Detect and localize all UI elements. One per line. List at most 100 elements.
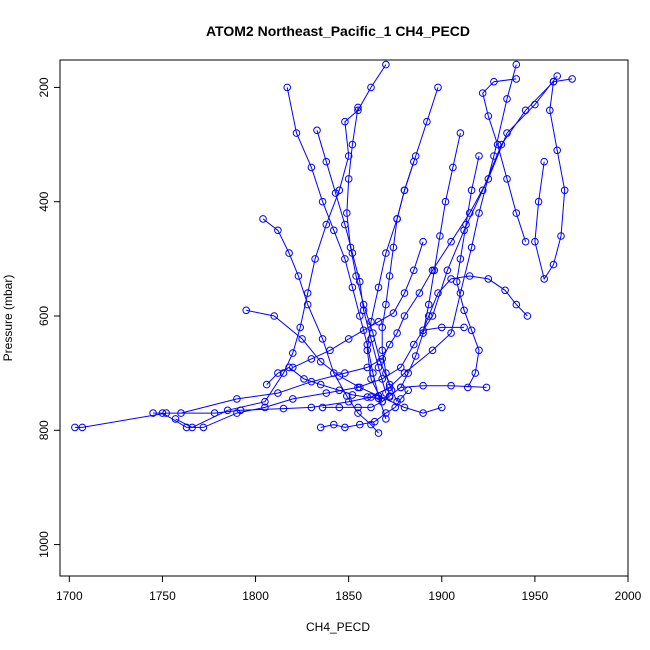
data-point bbox=[149, 409, 157, 417]
data-point bbox=[285, 363, 293, 372]
data-point bbox=[447, 381, 455, 390]
data-point bbox=[341, 255, 349, 263]
data-point bbox=[512, 75, 521, 83]
data-point bbox=[400, 403, 409, 412]
data-point bbox=[322, 220, 331, 229]
data-point bbox=[540, 275, 549, 283]
data-point bbox=[261, 397, 269, 406]
data-point bbox=[534, 197, 543, 206]
data-point bbox=[553, 146, 562, 155]
plot-frame bbox=[59, 59, 629, 577]
data-point bbox=[397, 363, 405, 372]
data-point bbox=[438, 323, 446, 332]
data-point bbox=[354, 409, 362, 417]
data-point bbox=[462, 220, 470, 229]
data-point bbox=[404, 369, 413, 377]
data-point bbox=[391, 403, 400, 412]
data-point bbox=[348, 391, 357, 399]
data-point bbox=[557, 232, 565, 240]
data-point bbox=[313, 126, 321, 135]
data-point bbox=[356, 420, 364, 429]
data-point bbox=[389, 309, 398, 317]
data-point bbox=[289, 395, 297, 403]
data-point bbox=[460, 306, 468, 315]
profile-line-7 bbox=[286, 87, 387, 420]
x-tick-label: 1800 bbox=[242, 589, 269, 603]
data-point bbox=[424, 312, 433, 320]
data-point bbox=[363, 346, 372, 355]
data-point bbox=[382, 300, 390, 309]
data-point bbox=[549, 77, 558, 86]
y-tick-label: 400 bbox=[37, 191, 51, 211]
data-point bbox=[283, 83, 292, 92]
data-point bbox=[318, 197, 327, 206]
data-point bbox=[359, 326, 368, 335]
data-point bbox=[322, 157, 331, 166]
data-point bbox=[318, 403, 327, 412]
data-point bbox=[378, 346, 387, 355]
data-point bbox=[367, 317, 375, 326]
data-point bbox=[261, 403, 269, 412]
data-point bbox=[467, 326, 476, 335]
data-point bbox=[410, 266, 418, 275]
data-point bbox=[330, 369, 338, 377]
x-tick-label: 1900 bbox=[428, 589, 455, 603]
y-tick-label: 1000 bbox=[37, 531, 51, 558]
data-point bbox=[354, 103, 362, 112]
data-point bbox=[447, 275, 455, 283]
data-point bbox=[223, 406, 232, 415]
data-point bbox=[259, 215, 267, 223]
data-point bbox=[330, 420, 338, 429]
data-point bbox=[307, 163, 316, 172]
data-point bbox=[374, 394, 383, 403]
data-point bbox=[546, 106, 554, 115]
data-point bbox=[484, 112, 493, 120]
data-point bbox=[382, 60, 390, 69]
profile-line-19 bbox=[292, 241, 424, 368]
data-point bbox=[456, 255, 465, 263]
data-point bbox=[316, 357, 325, 366]
data-point bbox=[503, 129, 511, 137]
data-point bbox=[443, 266, 452, 275]
data-point bbox=[318, 335, 327, 343]
data-point bbox=[326, 346, 334, 355]
profile-line-5 bbox=[246, 309, 442, 414]
data-point bbox=[434, 289, 442, 297]
data-point bbox=[512, 209, 521, 217]
data-point bbox=[419, 409, 427, 417]
data-point bbox=[393, 329, 401, 337]
data-point bbox=[410, 340, 418, 349]
y-axis: 200 400 600 800 1000 bbox=[37, 77, 60, 558]
data-point bbox=[343, 209, 351, 217]
data-point bbox=[370, 417, 379, 426]
data-point bbox=[447, 329, 455, 337]
data-point bbox=[311, 255, 319, 263]
data-point bbox=[389, 243, 398, 252]
data-point bbox=[464, 383, 472, 392]
data-point bbox=[322, 389, 331, 397]
data-point bbox=[289, 349, 297, 357]
y-tick-label: 600 bbox=[37, 306, 51, 326]
data-point bbox=[493, 140, 502, 149]
x-axis-label: CH4_PECD bbox=[306, 620, 370, 634]
profile-line-17 bbox=[322, 385, 487, 408]
data-point bbox=[478, 186, 487, 195]
data-point bbox=[503, 95, 511, 103]
data-point bbox=[274, 226, 282, 235]
data-point bbox=[346, 243, 355, 252]
data-point bbox=[367, 83, 375, 92]
data-point bbox=[549, 260, 558, 269]
data-point bbox=[356, 312, 364, 320]
data-point bbox=[300, 375, 308, 383]
data-point bbox=[471, 369, 480, 377]
data-point bbox=[307, 403, 316, 412]
data-point bbox=[521, 237, 530, 246]
data-point bbox=[274, 369, 282, 377]
data-point bbox=[274, 389, 282, 397]
profile-line-11 bbox=[366, 87, 439, 402]
data-point bbox=[540, 157, 549, 166]
data-point bbox=[397, 395, 405, 403]
data-point bbox=[348, 283, 357, 292]
data-point bbox=[460, 323, 468, 332]
